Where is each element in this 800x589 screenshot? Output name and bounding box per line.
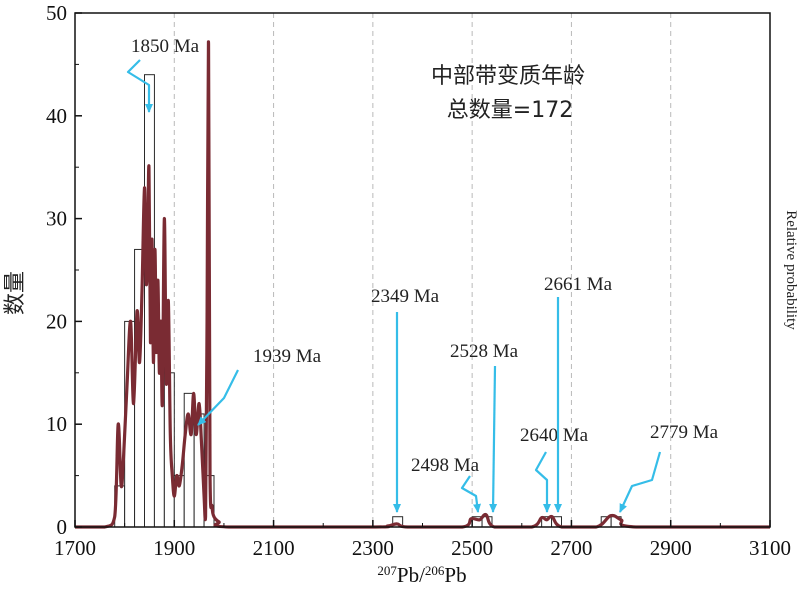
x-label-sup-1: 207 (377, 563, 397, 578)
x-tick-label: 2700 (550, 536, 592, 560)
annotation-label: 2640 Ma (520, 425, 589, 446)
x-label-part-2: Pb (444, 563, 466, 587)
annotation-label: 2349 Ma (371, 286, 440, 307)
annotation-label: 2498 Ma (411, 455, 480, 476)
y-tick-label: 50 (46, 1, 67, 25)
annotation-label: 1850 Ma (131, 36, 200, 57)
plot-frame (74, 12, 771, 528)
x-tick-label: 3100 (749, 536, 791, 560)
annotation-arrow (197, 369, 239, 426)
x-label-sup-2: 206 (425, 563, 445, 578)
x-tick-label: 2900 (650, 536, 692, 560)
annotation-label: 2779 Ma (650, 422, 719, 443)
x-label-part-1: Pb/ (397, 563, 425, 587)
probability-curve-layer (75, 40, 770, 529)
annotation-label: 2528 Ma (450, 341, 519, 362)
secondary-y-axis-label: Relative probability (783, 210, 799, 330)
x-tick-label: 2100 (253, 536, 295, 560)
annotation-arrow (126, 59, 153, 113)
x-tick-label: 1900 (153, 536, 195, 560)
y-tick-label: 20 (46, 309, 67, 333)
y-tick-label: 0 (57, 515, 68, 539)
annotations: 1850 Ma 1939 Ma 2349 Ma 2498 Ma 2528 Ma 2640 … (126, 36, 719, 513)
x-tick-label: 2300 (352, 536, 394, 560)
x-tick-label: 1700 (54, 536, 96, 560)
x-tick-label: 2500 (451, 536, 493, 560)
annotation-label: 1939 Ma (253, 346, 322, 367)
histogram-bars (114, 74, 622, 528)
annotation-arrow (489, 365, 498, 513)
annotation-arrow (460, 475, 481, 513)
annotation-label: 2661 Ma (544, 274, 613, 295)
x-axis-label: 207Pb/206Pb (377, 563, 466, 588)
axes: 1700 1900 2100 2300 2500 2700 2900 3100 0 10 20 30 4… (46, 1, 791, 560)
grid (173, 13, 672, 527)
probability-curve (75, 40, 770, 529)
annotation-arrow (534, 451, 551, 513)
y-tick-label: 10 (46, 412, 67, 436)
y-tick-label: 40 (46, 104, 67, 128)
chart-title: 中部带变质年龄 (431, 64, 585, 89)
annotation-arrow (619, 451, 662, 513)
chart-subtitle: 总数量=172 (447, 98, 573, 123)
y-axis-label: 数量 (3, 271, 28, 315)
y-tick-label: 30 (46, 207, 67, 231)
